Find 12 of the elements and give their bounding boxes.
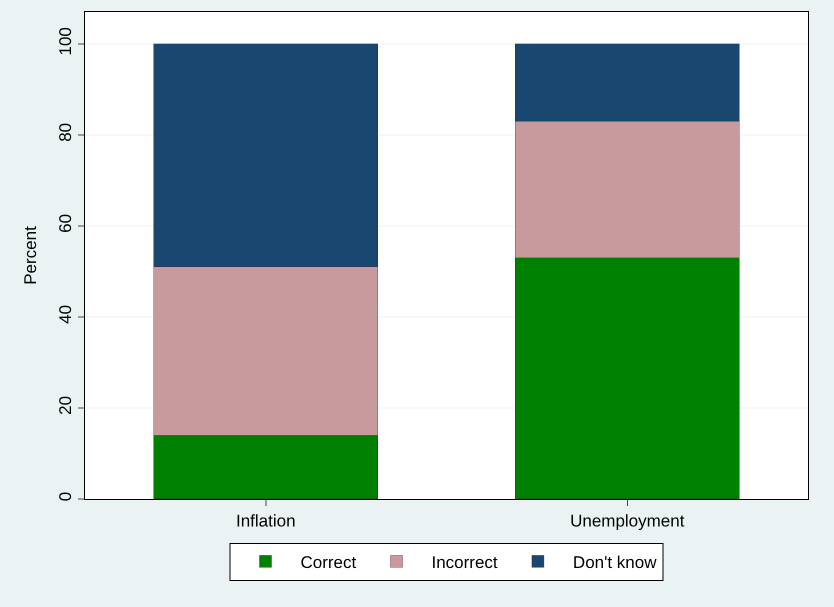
y-tick-label: 100 bbox=[56, 27, 76, 56]
y-tick-label: 60 bbox=[56, 214, 76, 233]
y-tick-label: 80 bbox=[56, 122, 76, 142]
x-tick-label: Unemployment bbox=[570, 511, 685, 530]
y-tick-label: 0 bbox=[56, 492, 76, 502]
y-axis-title: Percent bbox=[20, 226, 40, 285]
y-tick-label: 20 bbox=[56, 396, 76, 415]
x-tick-label: Inflation bbox=[236, 511, 296, 530]
y-tick-label: 40 bbox=[56, 304, 76, 324]
legend-label: Incorrect bbox=[432, 553, 498, 572]
legend-label: Don't know bbox=[572, 553, 658, 572]
legend-label: Correct bbox=[300, 553, 357, 572]
